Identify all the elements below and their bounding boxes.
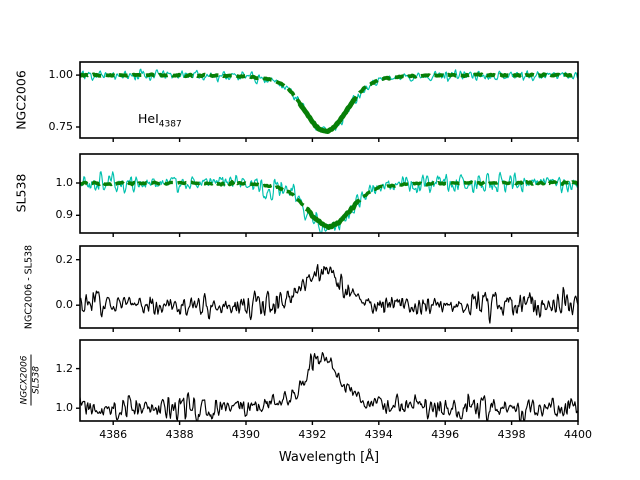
series-difference-NGC2006-minus-SL538 bbox=[80, 264, 578, 324]
x-tick-label: 4388 bbox=[165, 428, 194, 441]
x-tick-label: 4400 bbox=[564, 428, 592, 441]
series-core-model-fit-SL538 bbox=[304, 199, 361, 230]
x-tick-label: 4390 bbox=[232, 428, 260, 441]
y-tick-label: 0.0 bbox=[55, 298, 74, 312]
panel-ratio bbox=[80, 352, 578, 421]
panel-frame-ngc2006-spectrum bbox=[79, 61, 579, 139]
x-tick-label: 4396 bbox=[431, 428, 460, 441]
ylabel-ngc2006: NGC2006 bbox=[13, 70, 29, 130]
panel-frame-sl538-spectrum bbox=[79, 153, 579, 234]
panel-sl538-spectrum bbox=[80, 171, 578, 233]
y-tick-label: 1.0 bbox=[55, 176, 74, 190]
x-tick-label: 4392 bbox=[298, 428, 327, 441]
y-tick-label: 1.2 bbox=[55, 361, 74, 375]
y-tick-label: 1.00 bbox=[48, 68, 74, 82]
x-tick-label: 4386 bbox=[99, 428, 128, 441]
y-tick-label: 0.2 bbox=[55, 252, 74, 266]
series-ratio-NGCX2006-over-SL538 bbox=[80, 352, 578, 421]
ylabel-ratio-numerator: NGCX2006 bbox=[19, 354, 32, 406]
panel-difference bbox=[80, 264, 578, 324]
panel-frame-difference bbox=[79, 245, 579, 329]
y-tick-label: 1.0 bbox=[55, 401, 74, 415]
x-tick-label: 4398 bbox=[497, 428, 526, 441]
line-annotation-subscript: 4387 bbox=[158, 119, 182, 130]
line-annotation-text: HeI bbox=[138, 111, 159, 126]
line-annotation-hei4387: HeI4387 bbox=[138, 111, 182, 130]
series-core-model-fit-NGC2006 bbox=[297, 97, 358, 134]
panel-frame-ratio bbox=[79, 339, 579, 422]
ylabel-sl538: SL538 bbox=[13, 173, 29, 213]
series-model-fit-SL538 bbox=[80, 179, 578, 230]
y-tick-label: 0.9 bbox=[55, 208, 74, 222]
y-tick-label: 0.75 bbox=[48, 119, 74, 133]
x-tick-label: 4394 bbox=[364, 428, 393, 441]
panel-ngc2006-spectrum bbox=[80, 68, 578, 134]
x-axis-label: Wavelength [Å] bbox=[278, 450, 380, 465]
